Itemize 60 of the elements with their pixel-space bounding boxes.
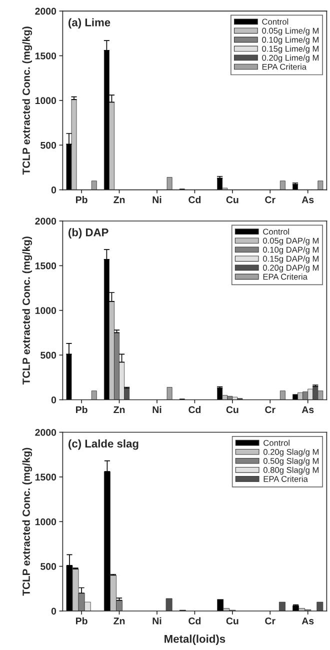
x-tick-label: Ni (152, 617, 162, 624)
x-tick-label: Cr (265, 196, 276, 204)
legend-label: Control (263, 228, 289, 235)
legend-label: 0.10g Lime/g M (262, 36, 319, 44)
legend-label: 0.20g Lime/g M (262, 54, 319, 62)
y-tick-label: 2000 (35, 218, 56, 225)
x-tick-label: Cu (226, 618, 238, 624)
y-axis-title: TCLP extracted Conc. (mg/kg) (22, 26, 32, 175)
y-tick-label: 1000 (35, 518, 56, 526)
legend-label: 0.50g Slag/g M (263, 458, 319, 466)
x-tick-label: Zn (114, 196, 125, 204)
legend-label: Control (262, 18, 288, 25)
x-tick-label: Pb (76, 617, 88, 624)
x-tick-label: Cr (265, 406, 276, 414)
legend-label: 0.15g DAP/g M (263, 256, 319, 264)
x-axis-title: Metal(loid)s (164, 634, 226, 646)
y-tick-label: 0 (51, 396, 56, 404)
legend-label: 0.15g Lime/g M (262, 46, 319, 54)
x-tick-label: Cu (226, 406, 238, 414)
text: (a) Lime (68, 18, 110, 29)
y-tick-label: 500 (40, 142, 56, 149)
legend-label: 0.80g Slag/g M (263, 466, 319, 475)
text: (b) DAP (68, 228, 108, 239)
y-tick-label: 0 (51, 186, 56, 194)
y-tick-label: 1000 (35, 97, 56, 104)
x-tick-label: Cu (226, 196, 238, 204)
x-tick-label: Cd (188, 196, 201, 204)
x-tick-label: Ni (152, 196, 162, 204)
x-tick-label: Cd (188, 406, 201, 414)
x-tick-label: Zn (114, 618, 125, 624)
y-tick-label: 2000 (35, 428, 56, 436)
x-tick-label: Pb (76, 196, 88, 204)
legend-label: 0.05g Lime/g M (262, 28, 319, 36)
legend-label: 0.20g Slag/g M (263, 448, 319, 457)
legend-label: 0.05g DAP/g M (263, 238, 319, 246)
legend-label: Control (264, 440, 290, 446)
y-axis-title: TCLP extracted Conc. (mg/kg) (22, 448, 32, 596)
y-tick-label: 500 (40, 352, 56, 359)
y-tick-label: 1000 (35, 307, 56, 314)
x-tick-label: As (302, 618, 314, 624)
y-tick-label: 1500 (35, 262, 56, 270)
legend-label: EPA Criteria (263, 274, 308, 280)
x-tick-label: Cr (265, 618, 276, 624)
x-tick-label: Cd (188, 617, 201, 624)
x-tick-label: Pb (76, 406, 88, 414)
legend-label: 0.10g DAP/g M (263, 246, 319, 254)
x-tick-label: Zn (114, 406, 125, 414)
x-tick-label: Ni (152, 406, 162, 414)
legend-label: 0.20g DAP/g M (263, 264, 319, 272)
legend-label: EPA Criteria (262, 64, 307, 70)
y-tick-label: 0 (51, 608, 56, 615)
y-axis-title: TCLP extracted Conc. (mg/kg) (22, 236, 32, 385)
y-tick-label: 1500 (35, 474, 56, 481)
x-tick-label: As (302, 196, 314, 204)
text: (c) Lalde slag (68, 439, 138, 450)
y-tick-label: 500 (40, 563, 56, 570)
y-tick-label: 1500 (35, 52, 56, 60)
x-tick-label: As (302, 406, 314, 414)
y-tick-label: 2000 (35, 8, 56, 15)
legend-label: EPA Criteria (264, 476, 308, 482)
